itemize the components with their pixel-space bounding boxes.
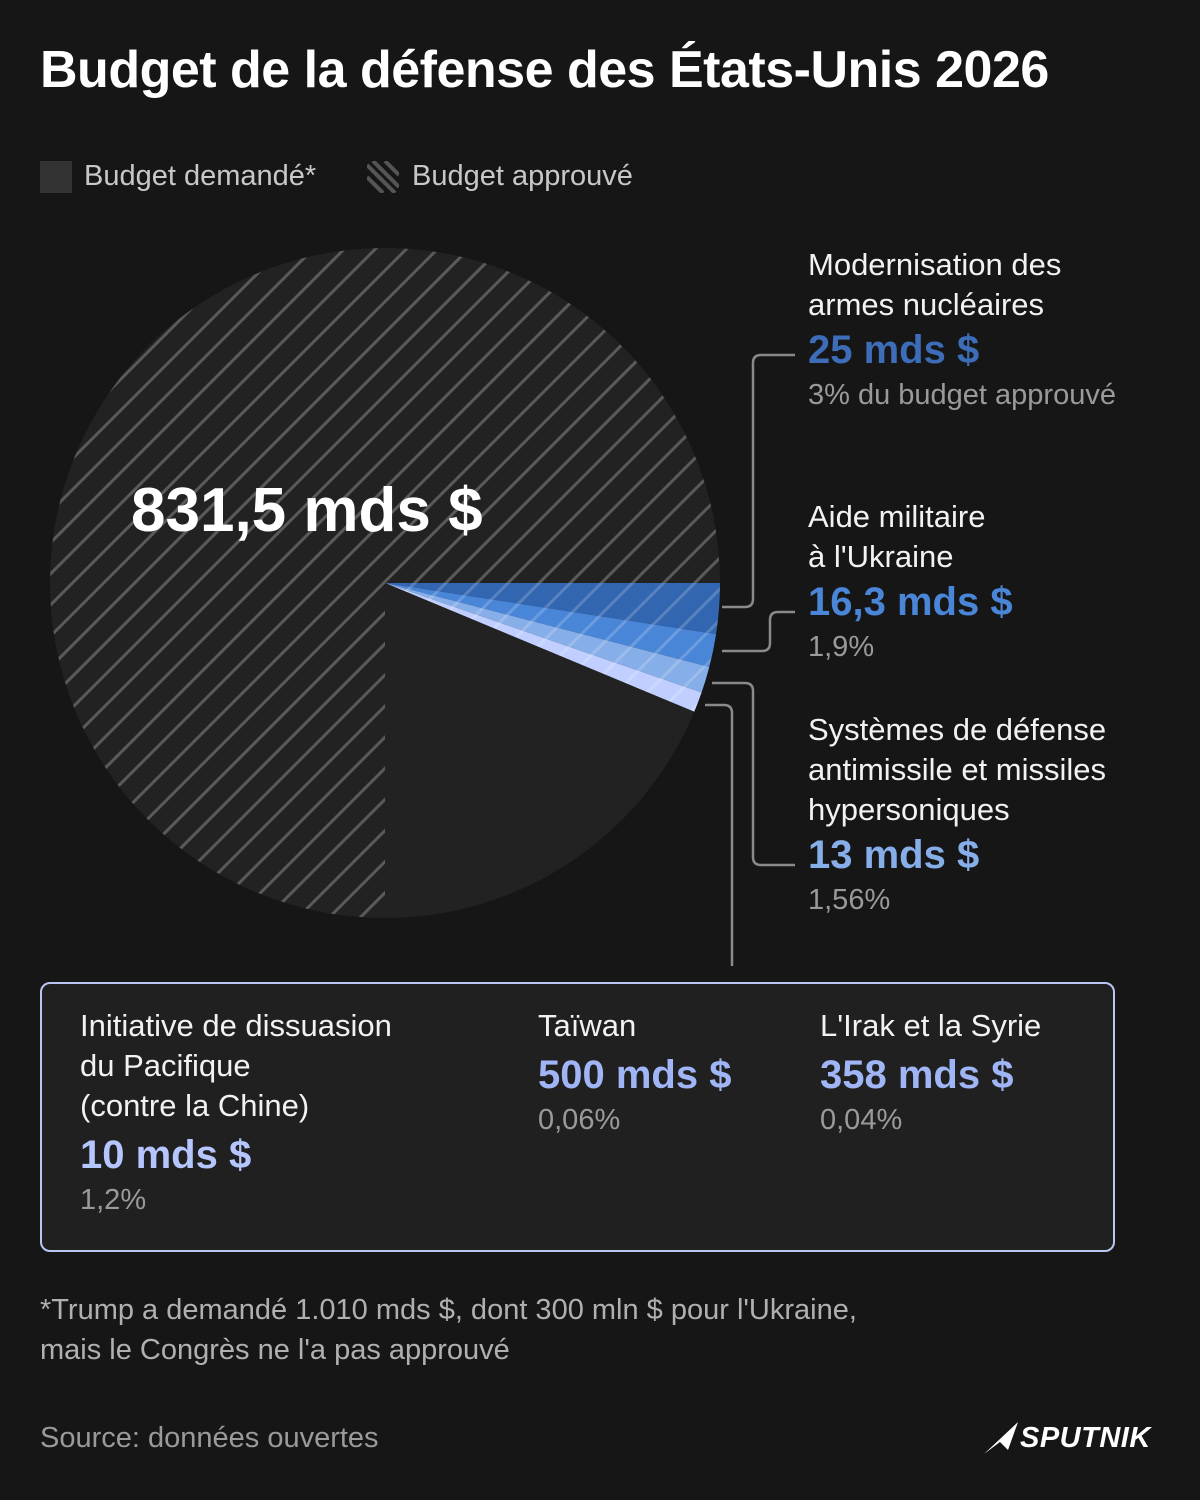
footnote-line: mais le Congrès ne l'a pas approuvé	[40, 1334, 510, 1366]
pie-slice-hatch-missile	[385, 583, 710, 693]
details-box: Initiative de dissuasion du Pacifique (c…	[40, 982, 1115, 1252]
label-text: du Pacifique	[80, 1048, 251, 1083]
pie-slice-hatch-pacific	[385, 583, 702, 712]
logo-text: SPUTNIK	[1020, 1421, 1151, 1454]
label-value: 13 mds $	[808, 833, 980, 877]
legend-swatch-requested	[40, 161, 72, 193]
legend-requested: Budget demandé*	[84, 160, 317, 192]
label-nuclear: Modernisation des armes nucléaires 25 md…	[808, 245, 1116, 415]
label-value: 500 mds $	[538, 1053, 732, 1097]
label-text: armes nucléaires	[808, 287, 1045, 322]
label-value: 10 mds $	[80, 1133, 252, 1177]
label-value: 16,3 mds $	[808, 580, 1013, 624]
connector-missile	[712, 681, 795, 867]
label-pct: 3% du budget approuvé	[808, 379, 1116, 411]
pie-slice-requested	[385, 583, 695, 918]
footnote: *Trump a demandé 1.010 mds $, dont 300 m…	[40, 1290, 857, 1370]
label-pct: 0,06%	[538, 1104, 621, 1136]
sputnik-logo: SPUTNIK	[982, 1420, 1151, 1456]
label-value: 25 mds $	[808, 328, 980, 372]
box-iraq: L'Irak et la Syrie 358 mds $ 0,04%	[820, 1006, 1041, 1140]
label-value: 358 mds $	[820, 1053, 1014, 1097]
legend-swatch-approved	[367, 161, 399, 193]
label-text: Taïwan	[538, 1008, 637, 1043]
label-pct: 1,2%	[80, 1184, 147, 1216]
label-text: Modernisation des	[808, 247, 1062, 282]
label-pct: 1,9%	[808, 631, 875, 663]
label-text: Initiative de dissuasion	[80, 1008, 392, 1043]
label-text: (contre la Chine)	[80, 1088, 310, 1123]
label-text: Aide militaire	[808, 499, 986, 534]
label-text: L'Irak et la Syrie	[820, 1008, 1042, 1043]
label-pct: 0,04%	[820, 1104, 903, 1136]
legend-approved: Budget approuvé	[412, 160, 633, 192]
connector-ukraine	[722, 610, 795, 653]
source: Source: données ouvertes	[40, 1422, 379, 1454]
label-text: antimissile et missiles	[808, 752, 1107, 787]
label-text: hypersoniques	[808, 792, 1010, 827]
pie-slice-hatch-ukraine	[385, 583, 717, 667]
label-text: Systèmes de défense	[808, 712, 1107, 747]
page-title: Budget de la défense des États-Unis 2026	[40, 41, 1049, 99]
label-text: à l'Ukraine	[808, 539, 954, 574]
pie-chart	[50, 248, 795, 966]
box-taiwan: Taïwan 500 mds $ 0,06%	[538, 1006, 731, 1140]
label-ukraine: Aide militaire à l'Ukraine 16,3 mds $ 1,…	[808, 497, 1013, 667]
pie-slice-hatch-nuclear	[385, 583, 720, 635]
sputnik-arrow-icon	[984, 1422, 1018, 1454]
connector-nuclear	[722, 353, 795, 609]
footnote-line: *Trump a demandé 1.010 mds $, dont 300 m…	[40, 1294, 857, 1326]
box-pacific: Initiative de dissuasion du Pacifique (c…	[80, 1006, 392, 1220]
label-pct: 1,56%	[808, 884, 891, 916]
label-missile: Systèmes de défense antimissile et missi…	[808, 710, 1106, 920]
total-label: 831,5 mds $	[131, 476, 483, 545]
connector-pacific	[705, 703, 734, 966]
